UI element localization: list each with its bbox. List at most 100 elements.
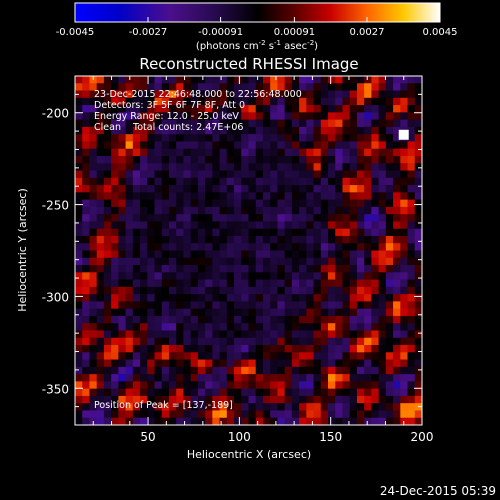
heatmap-cell	[125, 315, 134, 324]
heatmap-cell	[356, 257, 365, 266]
heatmap-cell	[226, 417, 235, 425]
heatmap-cell	[197, 417, 206, 425]
heatmap-cell	[349, 359, 358, 368]
heatmap-cell	[255, 163, 264, 171]
heatmap-cell	[75, 308, 83, 317]
heatmap-cell	[306, 141, 314, 150]
heatmap-cell	[356, 337, 365, 346]
heatmap-cell	[75, 97, 83, 106]
heatmap-cell	[371, 330, 380, 339]
heatmap-cell	[400, 148, 408, 157]
heatmap-cell	[176, 250, 184, 259]
heatmap-cell	[190, 112, 199, 121]
heatmap-cell	[248, 308, 257, 317]
heatmap-cell	[132, 286, 141, 295]
heatmap-cell	[219, 163, 228, 171]
heatmap-cell	[132, 279, 141, 288]
heatmap-cell	[284, 155, 293, 164]
heatmap-cell	[226, 119, 235, 128]
heatmap-cell	[125, 141, 134, 150]
heatmap-cell	[103, 199, 112, 208]
heatmap-cell	[75, 199, 83, 208]
heatmap-cell	[183, 112, 192, 121]
heatmap-cell	[103, 228, 112, 237]
heatmap-cell	[219, 410, 228, 419]
heatmap-cell	[82, 323, 90, 331]
heatmap-cell	[262, 148, 271, 157]
heatmap-cell	[385, 417, 394, 425]
heatmap-cell	[284, 126, 293, 135]
heatmap-cell	[96, 112, 105, 121]
heatmap-cell	[335, 243, 343, 251]
heatmap-cell	[197, 359, 206, 368]
heatmap-cell	[125, 323, 134, 331]
heatmap-cell	[125, 90, 134, 99]
heatmap-cell	[299, 206, 307, 215]
heatmap-cell	[342, 272, 351, 280]
heatmap-cell	[255, 265, 264, 273]
heatmap-cell	[219, 395, 228, 404]
heatmap-cell	[183, 374, 192, 382]
heatmap-cell	[364, 374, 372, 382]
heatmap-cell	[291, 76, 300, 84]
heatmap-cell	[125, 388, 134, 397]
heatmap-cell	[378, 214, 387, 222]
heatmap-cell	[125, 185, 134, 193]
heatmap-cell	[284, 330, 293, 339]
heatmap-cell	[385, 192, 394, 200]
heatmap-cell	[400, 352, 408, 360]
heatmap-cell	[378, 257, 387, 266]
heatmap-cell	[226, 286, 235, 295]
heatmap-cell	[299, 243, 307, 251]
heatmap-cell	[234, 83, 242, 91]
heatmap-cell	[335, 352, 343, 360]
heatmap-cell	[118, 410, 127, 419]
heatmap-cell	[219, 243, 228, 251]
heatmap-cell	[313, 301, 322, 310]
heatmap-cell	[400, 250, 408, 259]
heatmap-cell	[356, 76, 365, 84]
heatmap-cell	[183, 76, 192, 84]
heatmap-cell	[161, 315, 170, 324]
heatmap-cell	[284, 279, 293, 288]
heatmap-cell	[342, 170, 351, 179]
heatmap-cell	[407, 345, 416, 353]
heatmap-cell	[197, 337, 206, 346]
heatmap-cell	[328, 192, 336, 200]
heatmap-cell	[306, 315, 314, 324]
heatmap-cell	[154, 323, 163, 331]
heatmap-cell	[125, 366, 134, 375]
heatmap-cell	[241, 97, 249, 106]
heatmap-cell	[349, 214, 358, 222]
heatmap-cell	[241, 279, 249, 288]
heatmap-cell	[414, 243, 422, 251]
heatmap-cell	[118, 323, 127, 331]
heatmap-cell	[393, 323, 401, 331]
heatmap-cell	[241, 90, 249, 99]
heatmap-cell	[313, 185, 322, 193]
heatmap-cell	[75, 119, 83, 128]
heatmap-cell	[103, 141, 112, 150]
heatmap-cell	[356, 403, 365, 411]
heatmap-cell	[385, 388, 394, 397]
heatmap-cell	[393, 228, 401, 237]
heatmap-cell	[342, 235, 351, 244]
heatmap-cell	[118, 257, 127, 266]
heatmap-cell	[125, 294, 134, 302]
heatmap-cell	[393, 243, 401, 251]
heatmap-cell	[255, 366, 264, 375]
heatmap-cell	[161, 323, 170, 331]
heatmap-cell	[241, 366, 249, 375]
heatmap-cell	[349, 199, 358, 208]
heatmap-cell	[277, 294, 286, 302]
heatmap-cell	[320, 410, 329, 419]
heatmap-cell	[82, 214, 90, 222]
heatmap-cell	[241, 265, 249, 273]
heatmap-cell	[299, 235, 307, 244]
heatmap-cell	[291, 126, 300, 135]
heatmap-cell	[140, 323, 148, 331]
heatmap-cell	[82, 243, 90, 251]
heatmap-cell	[378, 403, 387, 411]
heatmap-cell	[226, 112, 235, 121]
heatmap-cell	[313, 323, 322, 331]
